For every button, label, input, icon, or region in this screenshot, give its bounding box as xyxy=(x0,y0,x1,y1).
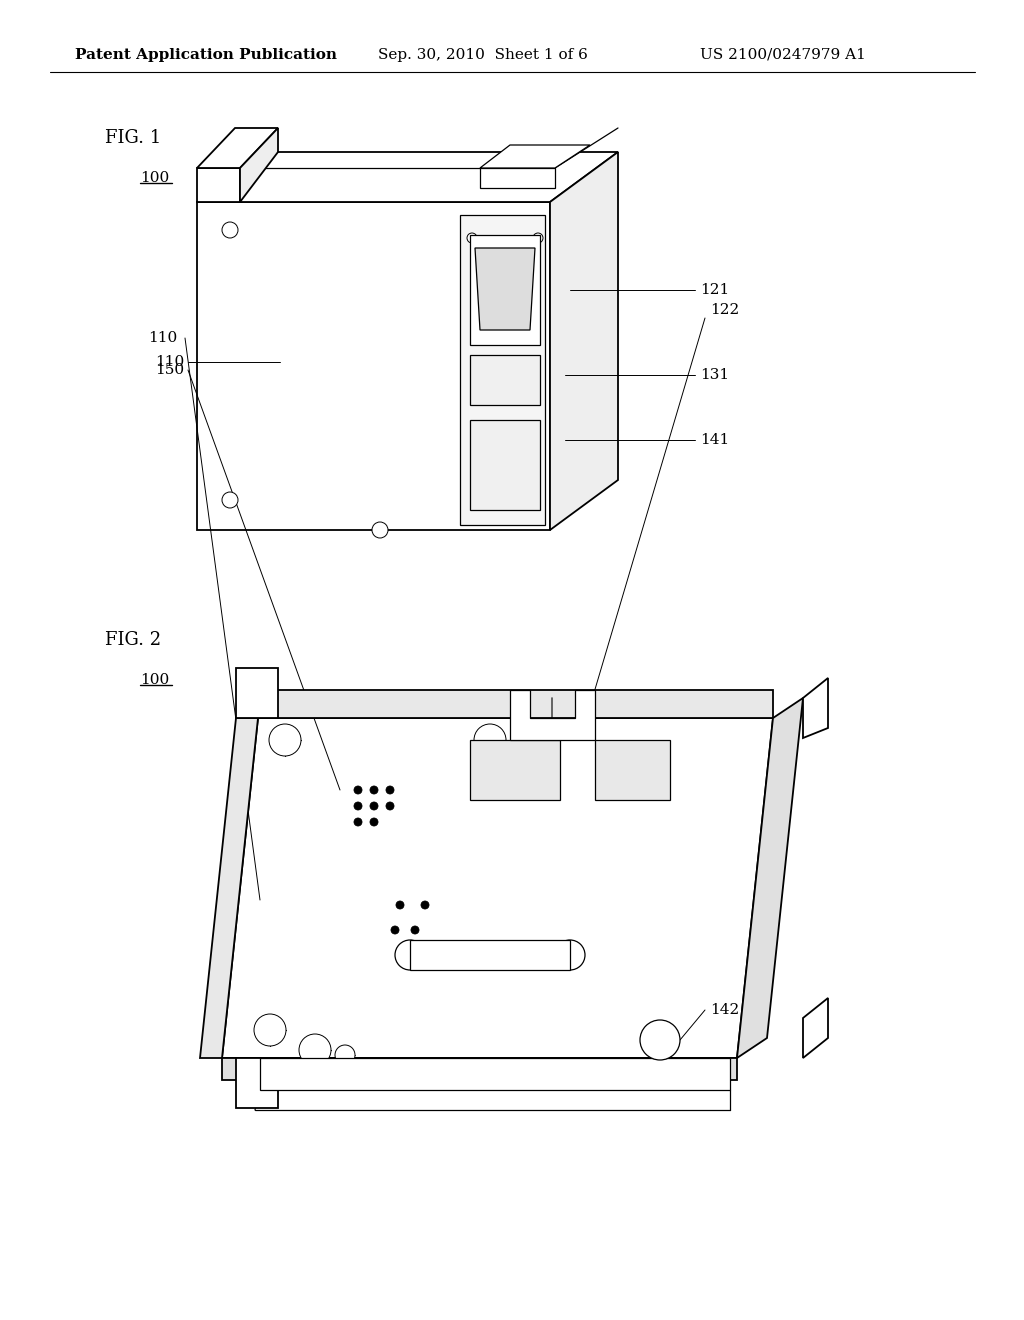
Polygon shape xyxy=(197,202,550,531)
Text: 122: 122 xyxy=(710,304,739,317)
Circle shape xyxy=(254,1014,286,1045)
Polygon shape xyxy=(803,678,828,738)
Text: 131: 131 xyxy=(700,368,729,381)
Text: 132: 132 xyxy=(240,1082,269,1097)
Polygon shape xyxy=(803,998,828,1059)
Circle shape xyxy=(354,818,362,826)
Circle shape xyxy=(411,927,419,935)
Polygon shape xyxy=(258,690,773,718)
Polygon shape xyxy=(470,420,540,510)
Circle shape xyxy=(370,785,378,795)
Circle shape xyxy=(481,257,487,263)
Circle shape xyxy=(372,521,388,539)
Circle shape xyxy=(370,803,378,810)
Text: FIG. 1: FIG. 1 xyxy=(105,129,161,147)
Text: 142: 142 xyxy=(710,1003,739,1016)
Circle shape xyxy=(507,257,513,263)
Polygon shape xyxy=(470,741,560,800)
Text: 110: 110 xyxy=(155,355,184,370)
Circle shape xyxy=(644,1024,676,1056)
Circle shape xyxy=(555,940,585,970)
Circle shape xyxy=(386,785,394,795)
Polygon shape xyxy=(410,940,570,970)
Polygon shape xyxy=(595,741,670,800)
Circle shape xyxy=(502,370,518,385)
Text: Sep. 30, 2010  Sheet 1 of 6: Sep. 30, 2010 Sheet 1 of 6 xyxy=(378,48,588,62)
Circle shape xyxy=(481,293,487,300)
Circle shape xyxy=(386,803,394,810)
Circle shape xyxy=(494,293,500,300)
Circle shape xyxy=(502,222,518,238)
Circle shape xyxy=(520,257,526,263)
Polygon shape xyxy=(197,128,278,168)
Polygon shape xyxy=(510,690,595,741)
Text: 150: 150 xyxy=(155,363,184,378)
Circle shape xyxy=(481,275,487,281)
Circle shape xyxy=(534,234,543,243)
Polygon shape xyxy=(737,698,803,1059)
Circle shape xyxy=(494,257,500,263)
Circle shape xyxy=(474,723,506,756)
Circle shape xyxy=(370,818,378,826)
Circle shape xyxy=(467,234,477,243)
Circle shape xyxy=(502,492,518,508)
Circle shape xyxy=(473,356,479,363)
Text: 110: 110 xyxy=(148,331,177,345)
Polygon shape xyxy=(480,145,590,168)
Circle shape xyxy=(354,803,362,810)
Circle shape xyxy=(507,275,513,281)
Circle shape xyxy=(520,275,526,281)
Polygon shape xyxy=(480,168,555,187)
Text: FIG. 2: FIG. 2 xyxy=(105,631,161,649)
Circle shape xyxy=(396,902,404,909)
Circle shape xyxy=(354,785,362,795)
Polygon shape xyxy=(240,128,278,202)
Text: US 2100/0247979 A1: US 2100/0247979 A1 xyxy=(700,48,866,62)
Circle shape xyxy=(299,1034,331,1067)
Circle shape xyxy=(222,492,238,508)
Polygon shape xyxy=(200,718,258,1059)
Polygon shape xyxy=(550,152,618,531)
Polygon shape xyxy=(222,718,773,1059)
Circle shape xyxy=(640,1020,680,1060)
Polygon shape xyxy=(470,235,540,345)
Circle shape xyxy=(335,1045,355,1065)
Text: 100: 100 xyxy=(140,172,169,185)
Circle shape xyxy=(395,940,425,970)
Polygon shape xyxy=(222,1059,737,1080)
Circle shape xyxy=(269,723,301,756)
Text: Patent Application Publication: Patent Application Publication xyxy=(75,48,337,62)
Polygon shape xyxy=(197,152,618,202)
Text: 141: 141 xyxy=(700,433,729,447)
Circle shape xyxy=(391,927,399,935)
Circle shape xyxy=(421,902,429,909)
Polygon shape xyxy=(197,168,240,202)
Circle shape xyxy=(507,293,513,300)
Text: 100: 100 xyxy=(140,673,169,686)
Polygon shape xyxy=(236,1059,278,1107)
Text: 121: 121 xyxy=(700,282,729,297)
Polygon shape xyxy=(470,355,540,405)
Polygon shape xyxy=(260,1059,730,1090)
Polygon shape xyxy=(236,668,278,718)
Circle shape xyxy=(222,222,238,238)
Polygon shape xyxy=(475,248,535,330)
Circle shape xyxy=(494,275,500,281)
Polygon shape xyxy=(460,215,545,525)
